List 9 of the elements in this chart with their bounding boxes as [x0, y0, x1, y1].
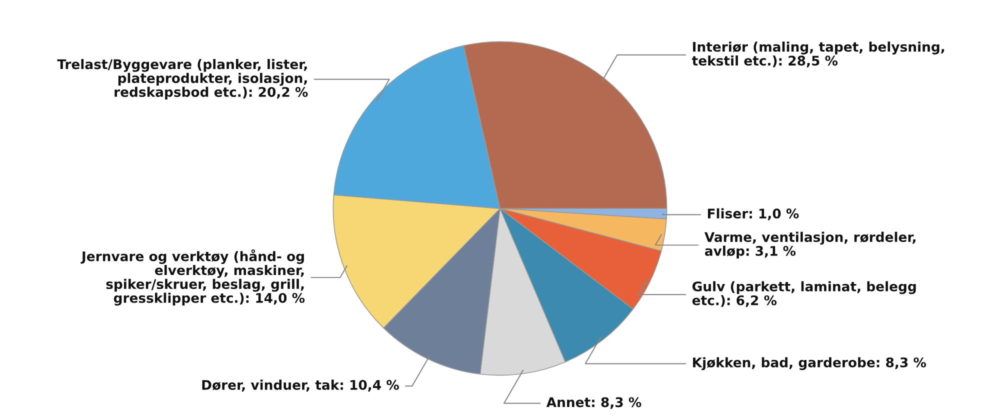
slice-label: Kjøkken, bad, garderobe: 8,3 % — [693, 357, 926, 370]
slice-label: Annet: 8,3 % — [546, 397, 642, 409]
slice-label: Interiør (maling, tapet, belysning, tekstil etc.): 28,5 % — [692, 42, 944, 68]
slice-label: Varme, ventilasjon, rørdeler, avløp: 3,1 % — [704, 232, 916, 258]
slice-label: Trelast/Byggevare (planker, lister, plateprodukter, isolasjon, redskapsbod etc.): 20,2 % — [57, 59, 308, 100]
slice-label: Gulv (parkett, laminat, belegg etc.): 6,2 % — [692, 281, 916, 307]
slice-label: Fliser: 1,0 % — [708, 208, 799, 220]
slice-label: Jernvare og verktøy (hånd- og elverktøy, maskiner, spiker/skruer, beslag, grill, gressklipper etc.): 14,0 % — [80, 249, 305, 306]
slice-label: Dører, vinduer, tak: 10,4 % — [202, 380, 399, 392]
